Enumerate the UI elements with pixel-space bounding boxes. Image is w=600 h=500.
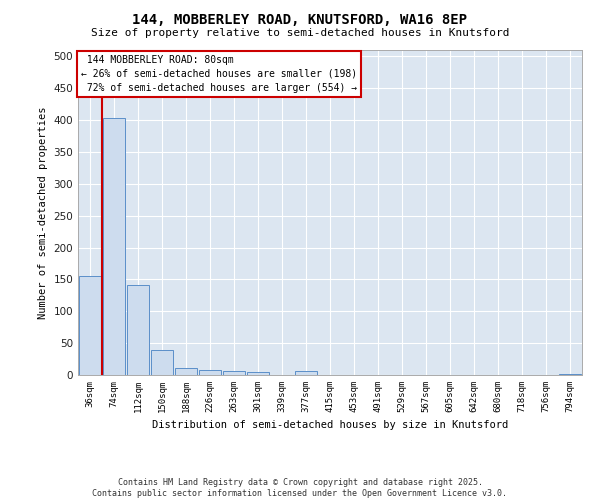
Bar xyxy=(79,276,101,375)
Bar xyxy=(223,371,245,375)
X-axis label: Distribution of semi-detached houses by size in Knutsford: Distribution of semi-detached houses by … xyxy=(152,420,508,430)
Text: 144 MOBBERLEY ROAD: 80sqm
← 26% of semi-detached houses are smaller (198)
 72% o: 144 MOBBERLEY ROAD: 80sqm ← 26% of semi-… xyxy=(80,55,356,93)
Bar xyxy=(199,370,221,375)
Y-axis label: Number of semi-detached properties: Number of semi-detached properties xyxy=(38,106,48,319)
Text: Size of property relative to semi-detached houses in Knutsford: Size of property relative to semi-detach… xyxy=(91,28,509,38)
Bar xyxy=(175,368,197,375)
Bar xyxy=(127,284,149,375)
Bar xyxy=(103,118,125,375)
Bar xyxy=(559,374,581,375)
Text: Contains HM Land Registry data © Crown copyright and database right 2025.
Contai: Contains HM Land Registry data © Crown c… xyxy=(92,478,508,498)
Bar xyxy=(151,350,173,375)
Text: 144, MOBBERLEY ROAD, KNUTSFORD, WA16 8EP: 144, MOBBERLEY ROAD, KNUTSFORD, WA16 8EP xyxy=(133,12,467,26)
Bar xyxy=(247,372,269,375)
Bar xyxy=(295,371,317,375)
